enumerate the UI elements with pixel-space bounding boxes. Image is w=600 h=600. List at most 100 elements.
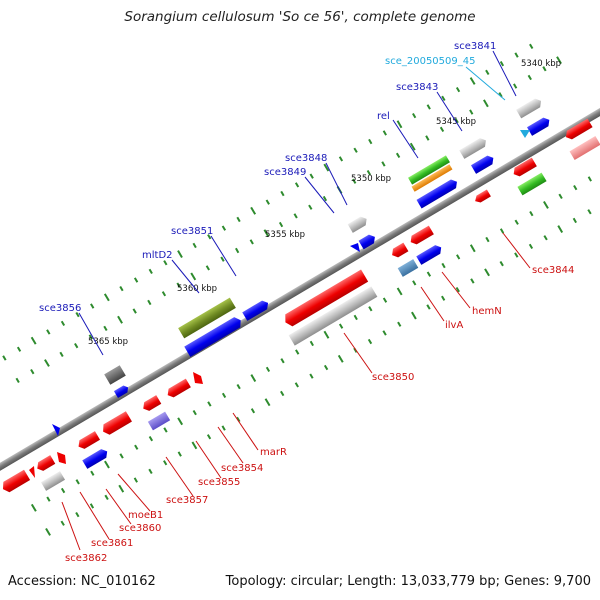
gene-block-sce3862 — [2, 469, 31, 493]
gene-block-sce3860-cds — [82, 449, 108, 469]
gene-label-sce3860: sce3860 — [119, 523, 161, 534]
gene-label-sce3854: sce3854 — [221, 463, 263, 474]
tick-mark — [46, 496, 51, 502]
tick-mark — [30, 368, 35, 375]
position-label-5340: 5340 kbp — [521, 59, 561, 69]
tick-mark — [133, 277, 139, 283]
tick-mark — [498, 92, 503, 98]
tick-mark — [395, 152, 401, 159]
tick-mark — [134, 444, 139, 450]
tick-mark — [338, 323, 344, 329]
tick-mark — [220, 256, 225, 262]
tick-mark — [337, 354, 344, 363]
tick-mark — [542, 66, 547, 72]
gene-block-rel-orange — [411, 164, 453, 192]
gene-block-sce3851 — [242, 300, 269, 321]
tick-mark — [236, 416, 241, 423]
tick-mark — [352, 178, 357, 184]
tick-mark — [236, 216, 241, 223]
tick-mark — [426, 304, 431, 310]
position-label-5360: 5360 kbp — [177, 284, 217, 294]
tick-mark — [148, 268, 153, 275]
position-label-5365: 5365 kbp — [88, 337, 128, 347]
tick-mark — [397, 321, 402, 327]
tick-mark — [499, 260, 504, 267]
tick-mark — [60, 487, 66, 494]
tick-mark — [15, 377, 20, 384]
tick-mark — [206, 434, 212, 440]
tick-mark — [529, 43, 534, 50]
gene-block-sce3856-cds — [113, 385, 129, 399]
tick-mark — [133, 477, 138, 483]
tick-mark — [163, 260, 168, 266]
tick-mark — [192, 242, 197, 249]
tick-mark — [499, 228, 505, 234]
tick-mark — [528, 243, 534, 250]
tick-mark — [132, 308, 137, 314]
tick-mark — [16, 346, 22, 352]
gene-label-sce3841: sce3841 — [454, 41, 496, 52]
tick-mark — [470, 278, 475, 284]
tick-mark — [441, 295, 446, 301]
tick-mark — [323, 163, 330, 172]
accession-text: Accession: NC_010162 — [8, 574, 156, 589]
gene-label-moeB1: moeB1 — [128, 510, 163, 521]
gene-label-sce3861: sce3861 — [91, 538, 133, 549]
gene-block-sce3861-gray — [40, 471, 66, 491]
gene-block-sce3855 — [143, 395, 162, 411]
tick-mark — [103, 293, 110, 302]
tick-mark — [249, 239, 254, 245]
tick-mark — [308, 204, 313, 210]
tick-mark — [221, 425, 226, 431]
tick-mark — [190, 272, 197, 281]
tick-mark — [572, 217, 577, 224]
tick-mark — [250, 206, 257, 215]
tick-mark — [250, 408, 256, 414]
tick-mark — [163, 427, 168, 433]
gene-block-sce3844 — [475, 189, 491, 203]
tick-mark — [513, 83, 518, 89]
gene-block-sce3857-purple — [147, 411, 171, 431]
gene-block-hemN-cds — [416, 245, 442, 265]
tick-mark — [104, 494, 109, 501]
gene-block-moeB1 — [103, 411, 132, 435]
tick-mark — [366, 169, 371, 176]
tick-mark — [322, 195, 328, 202]
tick-mark — [207, 401, 212, 407]
tick-mark — [263, 229, 270, 238]
tick-mark — [46, 329, 51, 335]
tick-mark — [265, 366, 271, 373]
tick-mark — [60, 520, 65, 526]
gene-block-sce3854 — [167, 378, 191, 398]
gene-block-mltD2-cds — [184, 317, 241, 357]
gene-label-sce3848: sce3848 — [285, 153, 327, 164]
gene-block-tiny-red — [29, 466, 35, 478]
tick-mark — [412, 280, 417, 286]
tick-mark — [514, 219, 519, 225]
tick-mark — [396, 120, 403, 129]
tick-mark — [323, 364, 329, 371]
tick-mark — [89, 503, 95, 509]
gene-block-sce3841-cds — [526, 117, 550, 136]
tick-mark — [117, 315, 123, 324]
tick-mark — [353, 314, 358, 321]
gene-block-rel-cds — [416, 179, 457, 209]
tick-mark — [278, 221, 284, 228]
tick-mark — [543, 235, 548, 241]
tick-mark — [74, 342, 79, 349]
tick-mark — [161, 291, 167, 297]
tick-mark — [456, 254, 461, 260]
tick-mark — [221, 225, 227, 231]
gene-block-sce3848 — [347, 216, 367, 233]
gene-label-sce3856: sce3856 — [39, 303, 81, 314]
tick-mark — [265, 199, 270, 205]
tick-mark — [439, 126, 445, 133]
tick-mark — [264, 398, 271, 407]
tick-mark — [514, 252, 519, 258]
genome-summary-text: Topology: circular; Length: 13,033,779 b… — [225, 574, 591, 589]
gene-block-sce-20050509-45 — [520, 130, 530, 138]
tick-mark — [176, 282, 181, 288]
tick-mark — [59, 351, 64, 358]
gene-label-sce3843: sce3843 — [396, 82, 438, 93]
